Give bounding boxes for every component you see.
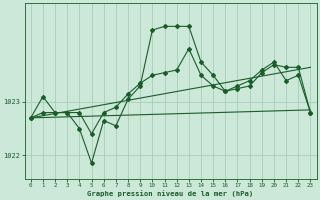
X-axis label: Graphe pression niveau de la mer (hPa): Graphe pression niveau de la mer (hPa) bbox=[87, 190, 254, 197]
